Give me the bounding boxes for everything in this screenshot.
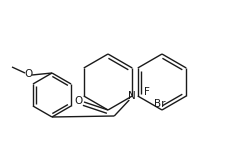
Text: O: O — [74, 96, 82, 106]
Text: Br: Br — [154, 99, 166, 109]
Text: F: F — [144, 87, 150, 97]
Text: N: N — [128, 91, 136, 101]
Text: O: O — [24, 69, 32, 79]
